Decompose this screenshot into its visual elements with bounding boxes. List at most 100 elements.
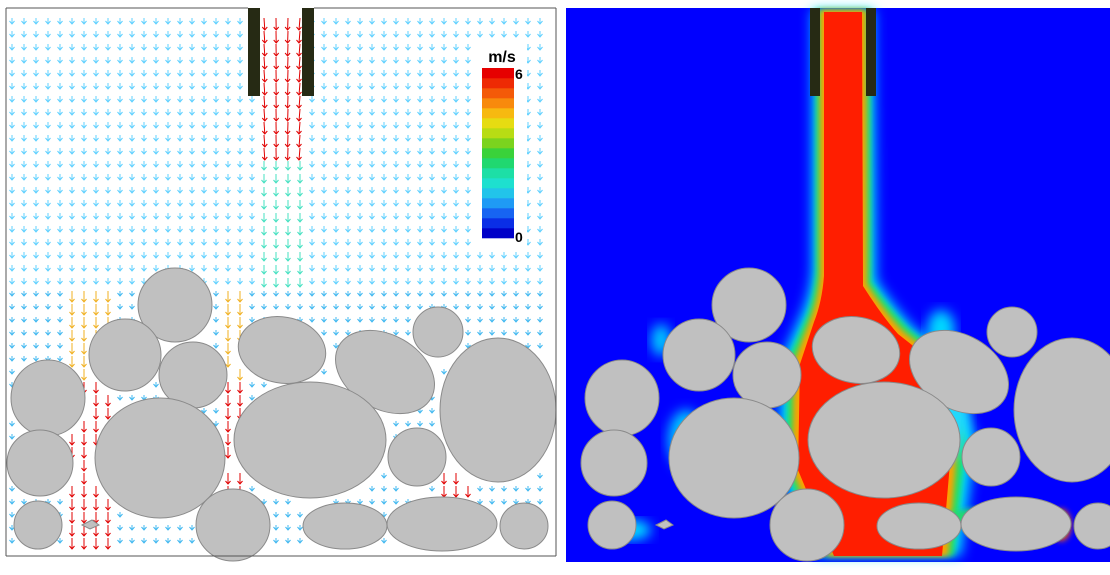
velocity-arrowhead xyxy=(237,202,243,207)
velocity-arrowhead xyxy=(189,72,195,77)
colorbar-band xyxy=(482,218,514,229)
velocity-arrowhead xyxy=(453,46,459,51)
velocity-arrowhead xyxy=(357,318,363,323)
velocity-arrowhead xyxy=(345,150,351,155)
velocity-arrowhead xyxy=(45,305,51,310)
velocity-arrowhead xyxy=(105,163,111,168)
velocity-arrowhead xyxy=(165,189,171,194)
velocity-arrowhead xyxy=(9,20,15,25)
velocity-arrowhead xyxy=(81,46,87,51)
velocity-arrowhead xyxy=(81,350,87,355)
velocity-arrowhead xyxy=(357,305,363,310)
velocity-arrowhead xyxy=(357,292,363,297)
velocity-arrowhead xyxy=(537,137,543,142)
velocity-arrowhead xyxy=(141,98,147,103)
velocity-arrow xyxy=(263,147,266,161)
velocity-arrowhead xyxy=(393,500,399,505)
colorbar-band xyxy=(482,158,514,169)
velocity-arrow xyxy=(298,134,301,148)
velocity-arrowhead xyxy=(501,331,507,336)
velocity-arrowhead xyxy=(477,254,483,259)
velocity-arrowhead xyxy=(213,59,219,64)
velocity-arrowhead xyxy=(225,254,231,259)
velocity-arrowhead xyxy=(285,500,291,505)
nozzle-wall-right xyxy=(302,8,314,96)
velocity-arrowhead xyxy=(225,480,231,485)
velocity-arrowhead xyxy=(201,215,207,220)
velocity-arrowhead xyxy=(105,46,111,51)
velocity-arrowhead xyxy=(296,143,302,148)
rock-particles-left xyxy=(6,267,557,562)
velocity-arrowhead xyxy=(537,292,543,297)
velocity-arrowhead xyxy=(441,228,447,233)
velocity-arrowhead xyxy=(129,137,135,142)
velocity-arrowhead xyxy=(201,267,207,272)
velocity-arrowhead xyxy=(249,228,255,233)
velocity-arrowhead xyxy=(213,331,219,336)
velocity-arrowhead xyxy=(153,267,159,272)
velocity-arrowhead xyxy=(393,215,399,220)
velocity-arrowhead xyxy=(33,344,39,349)
velocity-arrowhead xyxy=(165,202,171,207)
velocity-arrowhead xyxy=(213,124,219,129)
velocity-arrowhead xyxy=(261,143,268,148)
velocity-arrowhead xyxy=(93,150,99,155)
velocity-arrowhead xyxy=(429,487,435,492)
velocity-arrowhead xyxy=(153,59,159,64)
velocity-arrowhead xyxy=(153,189,159,194)
velocity-arrowhead xyxy=(237,163,243,168)
velocity-arrowhead xyxy=(465,124,471,129)
velocity-arrowhead xyxy=(225,267,231,272)
velocity-arrowhead xyxy=(81,519,87,524)
velocity-arrowhead xyxy=(453,267,459,272)
rock-particle xyxy=(580,429,648,497)
velocity-arrowhead xyxy=(333,305,339,310)
velocity-arrowhead xyxy=(93,176,99,181)
velocity-arrowhead xyxy=(345,85,351,90)
velocity-arrowhead xyxy=(165,228,171,233)
velocity-arrowhead xyxy=(9,254,15,259)
velocity-arrowhead xyxy=(357,215,363,220)
velocity-arrowhead xyxy=(189,189,195,194)
velocity-arrowhead xyxy=(369,33,375,38)
velocity-arrowhead xyxy=(465,202,471,207)
velocity-arrowhead xyxy=(189,228,195,233)
velocity-arrowhead xyxy=(309,202,315,207)
velocity-arrowhead xyxy=(537,202,543,207)
velocity-arrowhead xyxy=(129,176,135,181)
velocity-arrowhead xyxy=(189,46,195,51)
velocity-arrowhead xyxy=(249,305,255,310)
velocity-arrowhead xyxy=(441,480,447,485)
velocity-arrowhead xyxy=(213,189,219,194)
velocity-arrowhead xyxy=(129,396,135,401)
velocity-arrowhead xyxy=(225,150,231,155)
velocity-arrowhead xyxy=(381,46,387,51)
velocity-arrowhead xyxy=(93,428,99,433)
velocity-arrowhead xyxy=(177,163,183,168)
velocity-arrowhead xyxy=(177,539,183,544)
velocity-arrowhead xyxy=(189,176,195,181)
velocity-arrowhead xyxy=(393,254,399,259)
velocity-arrowhead xyxy=(45,137,51,142)
velocity-arrowhead xyxy=(537,98,543,103)
velocity-arrowhead xyxy=(321,72,327,77)
velocity-arrowhead xyxy=(537,318,543,323)
velocity-arrowhead xyxy=(417,163,423,168)
velocity-arrowhead xyxy=(105,519,111,524)
velocity-arrowhead xyxy=(33,318,39,323)
velocity-arrowhead xyxy=(213,409,219,414)
velocity-arrowhead xyxy=(213,163,219,168)
velocity-arrowhead xyxy=(297,283,303,288)
velocity-arrowhead xyxy=(33,228,39,233)
velocity-arrowhead xyxy=(417,202,423,207)
velocity-arrowhead xyxy=(129,33,135,38)
velocity-arrowhead xyxy=(9,137,15,142)
velocity-arrowhead xyxy=(525,33,531,38)
velocity-arrowhead xyxy=(417,267,423,272)
velocity-arrowhead xyxy=(453,305,459,310)
velocity-arrowhead xyxy=(429,228,435,233)
velocity-arrowhead xyxy=(393,20,399,25)
velocity-arrowhead xyxy=(357,137,363,142)
colorbar-band xyxy=(482,148,514,159)
velocity-arrowhead xyxy=(69,493,75,498)
